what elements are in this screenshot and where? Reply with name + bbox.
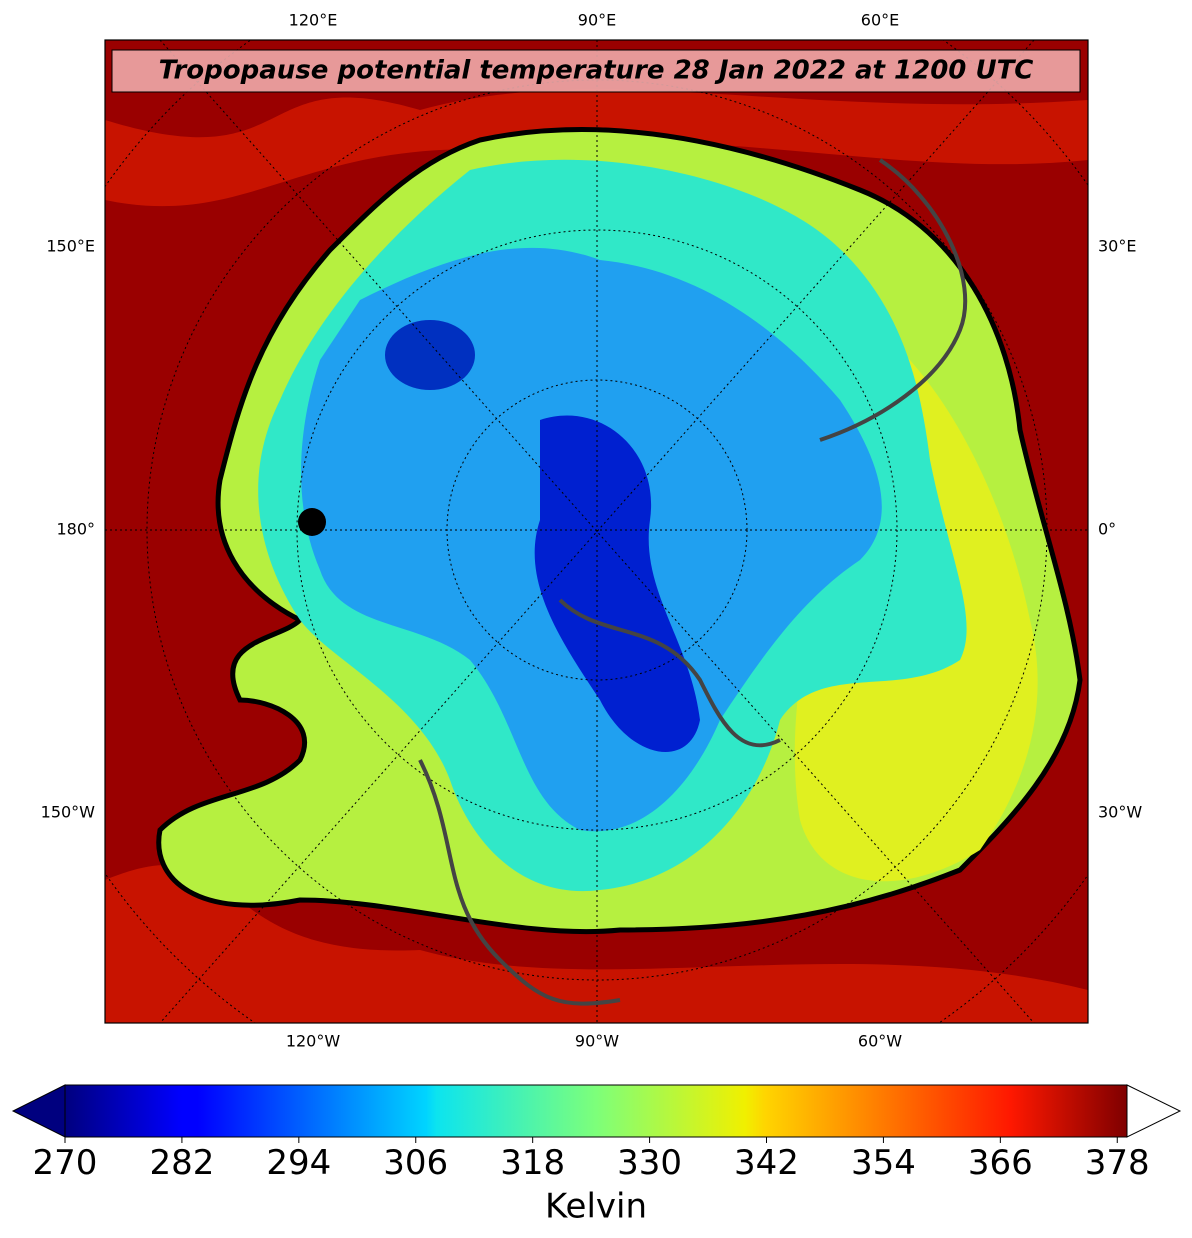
lon-label: 150°W bbox=[41, 803, 96, 822]
title: Tropopause potential temperature 28 Jan … bbox=[159, 56, 1034, 86]
graticule-labels: 120°E 90°E 60°E 120°W 90°W 60°W 150°E 180° 150°W… bbox=[41, 11, 1143, 1051]
lon-label: 60°E bbox=[861, 11, 899, 30]
colorbar-tick-label: 354 bbox=[851, 1143, 916, 1183]
lon-label: 90°E bbox=[578, 11, 616, 30]
colorbar-scale bbox=[64, 1084, 1128, 1138]
lon-label: 120°W bbox=[286, 1032, 341, 1051]
title-box bbox=[111, 49, 1081, 93]
colorbar-tick-label: 330 bbox=[617, 1143, 682, 1183]
lon-label: 0° bbox=[1098, 520, 1116, 539]
colorbar-tick-label: 378 bbox=[1085, 1143, 1150, 1183]
colorbar-tick-label: 342 bbox=[734, 1143, 799, 1183]
colorbar: 270 282 294 306 318 330 342 354 366 378 bbox=[11, 1084, 1182, 1183]
lon-label: 30°W bbox=[1098, 803, 1142, 822]
colorbar-extend-low bbox=[11, 1084, 66, 1138]
map-frame bbox=[104, 39, 1089, 1024]
lon-label: 120°E bbox=[289, 11, 338, 30]
lon-label: 30°E bbox=[1098, 237, 1136, 256]
vortex-core bbox=[298, 508, 326, 536]
colorbar-tick-label: 318 bbox=[500, 1143, 565, 1183]
lon-label: 180° bbox=[56, 520, 95, 539]
lon-label: 150°E bbox=[46, 237, 95, 256]
warm-band bbox=[105, 864, 1088, 1023]
colorbar-tick-label: 366 bbox=[968, 1143, 1033, 1183]
colorbar-label: Kelvin bbox=[545, 1187, 647, 1227]
colorbar-extend-high bbox=[1126, 1084, 1182, 1138]
colorbar-tick-label: 306 bbox=[383, 1143, 448, 1183]
lon-label: 90°W bbox=[575, 1032, 619, 1051]
colorbar-tick-label: 270 bbox=[33, 1143, 98, 1183]
coastlines bbox=[418, 158, 968, 1006]
map-field bbox=[105, 40, 1088, 1023]
cold-vortex bbox=[385, 320, 475, 390]
lon-label: 60°W bbox=[858, 1032, 902, 1051]
coldest-region bbox=[534, 415, 700, 753]
colorbar-tick-label: 294 bbox=[266, 1143, 331, 1183]
warm-band bbox=[105, 89, 1088, 207]
colorbar-tick-label: 282 bbox=[149, 1143, 214, 1183]
